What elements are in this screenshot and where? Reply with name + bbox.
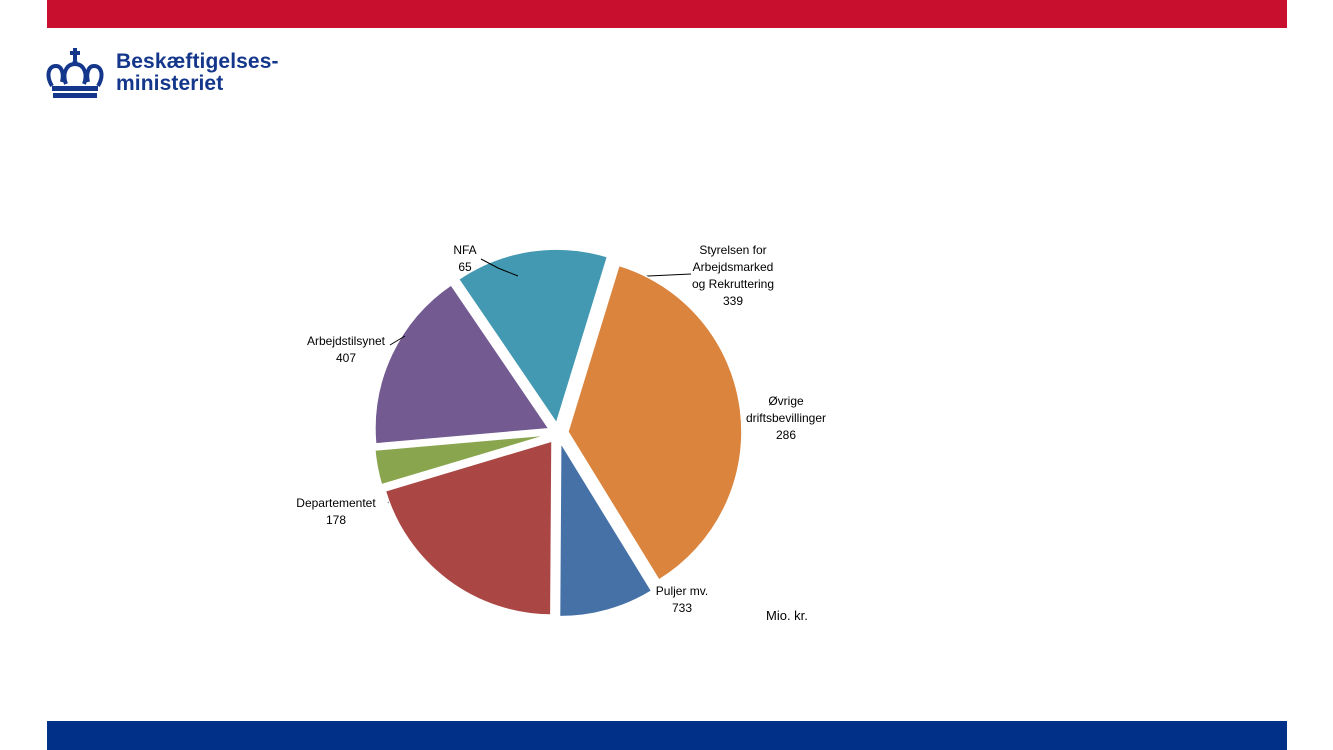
slice-label-0: Styrelsen for Arbejdsmarked og Rekrutterin… (692, 243, 774, 308)
pie-slice-3 (558, 440, 653, 618)
pie-slice-0 (374, 283, 551, 445)
slice-label-2: Puljer mv. 733 (656, 584, 708, 615)
pie-slice-1 (457, 248, 609, 425)
bottom-accent-bar (47, 721, 1287, 750)
logo-text: Beskæftigelses- ministeriet (116, 51, 279, 95)
pie-slice-4 (384, 439, 553, 616)
logo-text-line1: Beskæftigelses- (116, 50, 279, 73)
crown-icon (46, 48, 104, 98)
slice-label-1: Øvrige driftsbevillinger 286 (746, 394, 826, 442)
slice-label-3: Departementet 178 (296, 496, 376, 527)
logo-text-line2: ministeriet (116, 72, 224, 95)
ministry-logo: Beskæftigelses- ministeriet (46, 46, 279, 100)
unit-label: Mio. kr. (766, 608, 808, 623)
slice-label-5: NFA 65 (453, 243, 476, 274)
slice-label-4: Arbejdstilsynet 407 (307, 334, 386, 365)
top-accent-bar (47, 0, 1287, 28)
leader-line-4 (389, 335, 406, 346)
leader-line-5 (480, 258, 519, 277)
pie-slice-2 (567, 264, 743, 582)
pie-slice-5 (374, 434, 549, 486)
